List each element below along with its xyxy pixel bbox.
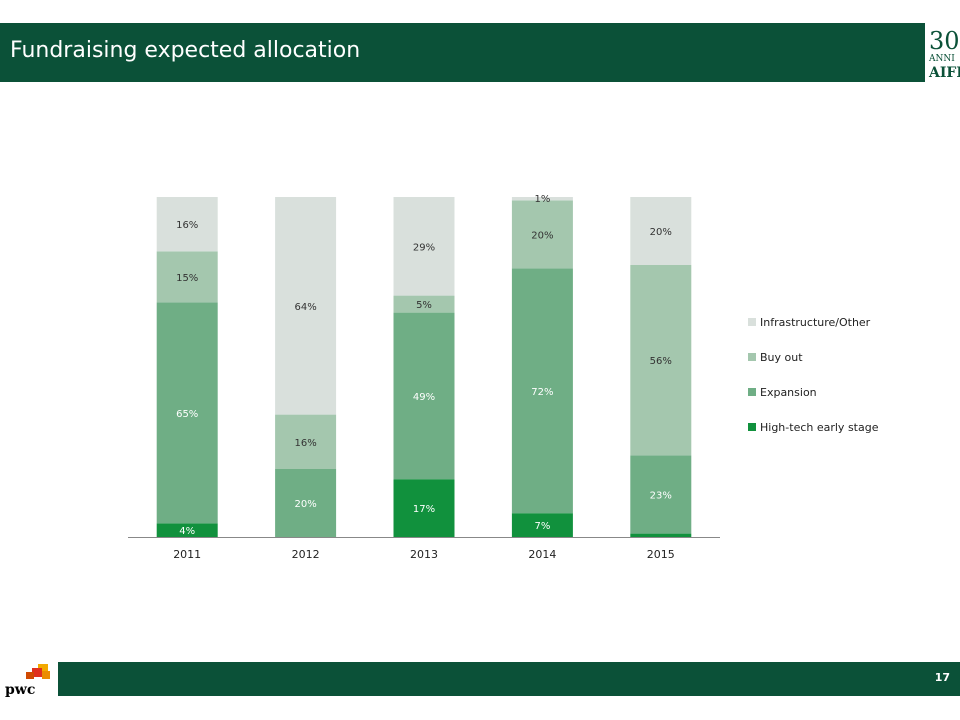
data-label: 64%: [294, 302, 316, 313]
bar-segment-high-tech-early-stage-2014: [511, 513, 573, 537]
legend-label-high-tech-early-stage: High-tech early stage: [760, 421, 879, 434]
data-label: 15%: [176, 273, 198, 284]
aifi-logo: 30 ANNI AIFI: [927, 23, 960, 83]
bar-segment-buy-out-2015: [630, 265, 692, 456]
data-label: 7%: [534, 521, 550, 532]
x-tick-label: 2013: [410, 548, 438, 561]
data-label: 72%: [531, 387, 553, 398]
x-tick-label: 2014: [528, 548, 556, 561]
legend-swatch-high-tech-early-stage: [748, 423, 756, 431]
data-label: 4%: [179, 526, 195, 537]
bar-segment-high-tech-early-stage-2013: [393, 479, 455, 537]
data-label: 56%: [650, 356, 672, 367]
legend-label-expansion: Expansion: [760, 386, 817, 399]
footer-bar: [58, 662, 960, 696]
page-number: 17: [934, 671, 950, 684]
legend-swatch-expansion: [748, 388, 756, 396]
data-label: 1%: [534, 194, 550, 205]
pwc-logo-text: pwc: [5, 682, 35, 698]
pwc-logo: pwc: [4, 661, 54, 701]
bar-segment-high-tech-early-stage-2011: [156, 523, 218, 537]
bar-segment-buy-out-2011: [156, 251, 218, 303]
bar-segment-buy-out-2012: [275, 414, 337, 469]
aifi-logo-aifi: AIFI: [928, 65, 960, 81]
bar-segment-infrastructure-other-2012: [275, 197, 337, 415]
bar-segment-expansion-2011: [156, 302, 218, 524]
data-label: 16%: [294, 438, 316, 449]
data-label: 5%: [416, 300, 432, 311]
bar-segment-infrastructure-other-2014: [511, 197, 573, 201]
x-tick-label: 2012: [292, 548, 320, 561]
x-tick-label: 2015: [647, 548, 675, 561]
legend-label-buy-out: Buy out: [760, 351, 803, 364]
bar-segment-expansion-2014: [511, 268, 573, 514]
bar-segment-buy-out-2014: [511, 200, 573, 269]
bar-segment-buy-out-2013: [393, 295, 455, 313]
legend-swatch-buy-out: [748, 353, 756, 361]
bar-segment-infrastructure-other-2011: [156, 197, 218, 252]
legend-swatch-infrastructure-other: [748, 318, 756, 326]
data-label: 23%: [650, 491, 672, 502]
bar-segment-expansion-2013: [393, 312, 455, 480]
legend-label-infrastructure-other: Infrastructure/Other: [760, 316, 871, 329]
title-bar: [0, 23, 925, 82]
aifi-logo-number: 30: [929, 27, 960, 55]
bar-segment-infrastructure-other-2015: [630, 197, 692, 265]
bar-segment-expansion-2015: [630, 455, 692, 534]
data-label: 65%: [176, 409, 198, 420]
data-label: 20%: [294, 499, 316, 510]
bar-segment-high-tech-early-stage-2015: [630, 533, 692, 537]
x-tick-label: 2011: [173, 548, 201, 561]
data-label: 17%: [413, 504, 435, 515]
data-label: 49%: [413, 392, 435, 403]
data-label: 29%: [413, 242, 435, 253]
page-title: Fundraising expected allocation: [10, 38, 361, 63]
data-label: 20%: [531, 230, 553, 241]
bar-segment-expansion-2012: [275, 469, 337, 537]
aifi-logo-anni: ANNI: [928, 54, 955, 64]
data-label: 20%: [650, 227, 672, 238]
data-label: 16%: [176, 220, 198, 231]
bar-segment-infrastructure-other-2013: [393, 197, 455, 296]
